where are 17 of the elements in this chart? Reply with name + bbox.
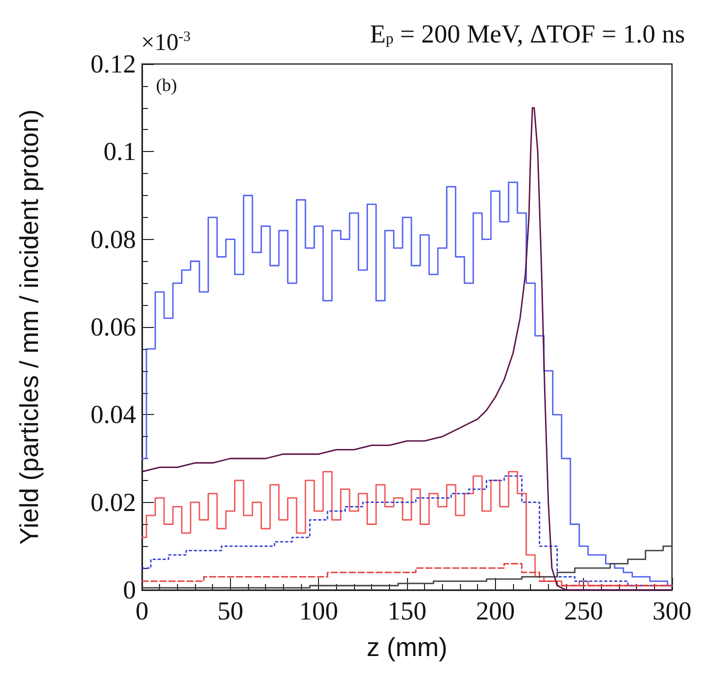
y-tick-label: 0.08 [90, 224, 136, 254]
y-tick-label: 0.12 [90, 50, 136, 78]
x-tick-label: 100 [299, 596, 338, 626]
y-tick-label: 0.06 [90, 312, 136, 342]
y-axis-title: Yield (particles / mm / incident proton) [14, 109, 44, 545]
x-axis-title: z (mm) [366, 632, 448, 662]
y-tick-label: 0.04 [90, 400, 136, 430]
chart-title: Ep = 200 MeV, ΔTOF = 1.0 ns [370, 20, 686, 48]
x-tick-label: 200 [476, 596, 515, 626]
annotation: (b) [156, 75, 177, 95]
x-tick-label: 300 [652, 596, 692, 626]
x-tick-label: 50 [217, 596, 244, 626]
y-tick-label: 0 [123, 576, 136, 604]
x-tick-label: 250 [564, 596, 604, 626]
x-tick-label: 150 [388, 596, 426, 626]
y-tick-label: 0.1 [104, 137, 136, 166]
y-tick-label: 0.02 [90, 488, 136, 517]
